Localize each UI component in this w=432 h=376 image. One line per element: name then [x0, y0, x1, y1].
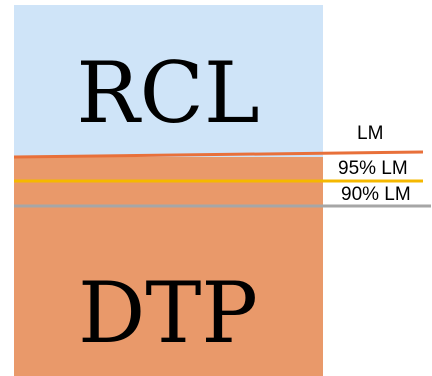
lm-90-label: 90% LM — [341, 184, 411, 205]
lm-95-label: 95% LM — [338, 158, 408, 179]
lm-line — [13, 150, 424, 159]
lm-label: LM — [357, 123, 383, 144]
rcl-layer-block — [14, 5, 323, 157]
dtp-layer-block — [14, 157, 323, 376]
rcl-label: RCL — [76, 44, 259, 142]
dtp-label: DTP — [78, 264, 258, 362]
